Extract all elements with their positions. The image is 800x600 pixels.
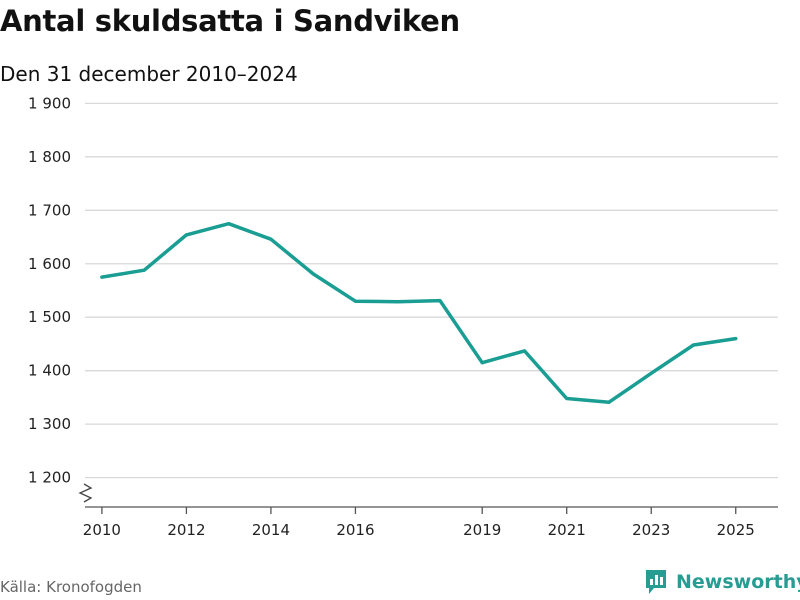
x-tick-label: 2012 bbox=[167, 521, 205, 539]
source-note: Källa: Kronofogden bbox=[0, 578, 142, 596]
data-point bbox=[184, 233, 188, 237]
data-point bbox=[523, 349, 526, 353]
brand-name: Newsworthy bbox=[676, 571, 800, 593]
y-axis-ticks: 1 200 1 300 1 400 1 500 1 600 1 700 1 800 1 900 bbox=[28, 94, 71, 486]
data-point bbox=[311, 272, 315, 276]
x-tick-label: 2016 bbox=[336, 521, 374, 539]
x-tick-label: 2023 bbox=[632, 521, 670, 539]
data-point bbox=[565, 397, 569, 400]
y-tick-label: 1 800 bbox=[28, 148, 71, 166]
x-tick-label: 2019 bbox=[463, 521, 501, 539]
data-point bbox=[353, 299, 357, 303]
data-point bbox=[396, 300, 400, 304]
series-line bbox=[100, 221, 738, 404]
y-tick-label: 1 300 bbox=[28, 415, 71, 433]
data-point bbox=[438, 299, 442, 303]
x-tick-label: 2010 bbox=[83, 521, 121, 539]
data-point bbox=[649, 371, 653, 375]
data-point bbox=[227, 222, 231, 226]
data-point bbox=[480, 361, 484, 365]
y-tick-label: 1 700 bbox=[28, 201, 71, 219]
chart-title: Antal skuldsatta i Sandviken bbox=[0, 4, 460, 38]
axis-break-icon bbox=[78, 483, 93, 503]
x-tick-label: 2014 bbox=[252, 521, 290, 539]
brand-logo: Newsworthy bbox=[644, 568, 800, 596]
chart-subtitle: Den 31 december 2010–2024 bbox=[0, 62, 298, 86]
data-point bbox=[607, 400, 611, 404]
x-tick-label: 2025 bbox=[717, 521, 755, 539]
y-tick-label: 1 200 bbox=[28, 469, 71, 487]
x-axis-ticks: 2010 2012 2014 2016 2019 2021 2023 2025 bbox=[83, 507, 755, 539]
x-axis bbox=[78, 483, 778, 508]
data-point bbox=[100, 275, 104, 279]
data-point bbox=[734, 337, 738, 341]
y-tick-label: 1 400 bbox=[28, 362, 71, 380]
data-point bbox=[269, 237, 273, 241]
data-point bbox=[692, 343, 695, 347]
newsworthy-logo-icon bbox=[646, 570, 666, 594]
y-tick-label: 1 600 bbox=[28, 255, 71, 273]
y-tick-label: 1 900 bbox=[28, 94, 71, 112]
series-layer bbox=[100, 221, 738, 404]
gridlines bbox=[85, 102, 778, 479]
x-tick-label: 2021 bbox=[548, 521, 586, 539]
data-point bbox=[142, 268, 146, 272]
y-tick-label: 1 500 bbox=[28, 308, 71, 326]
